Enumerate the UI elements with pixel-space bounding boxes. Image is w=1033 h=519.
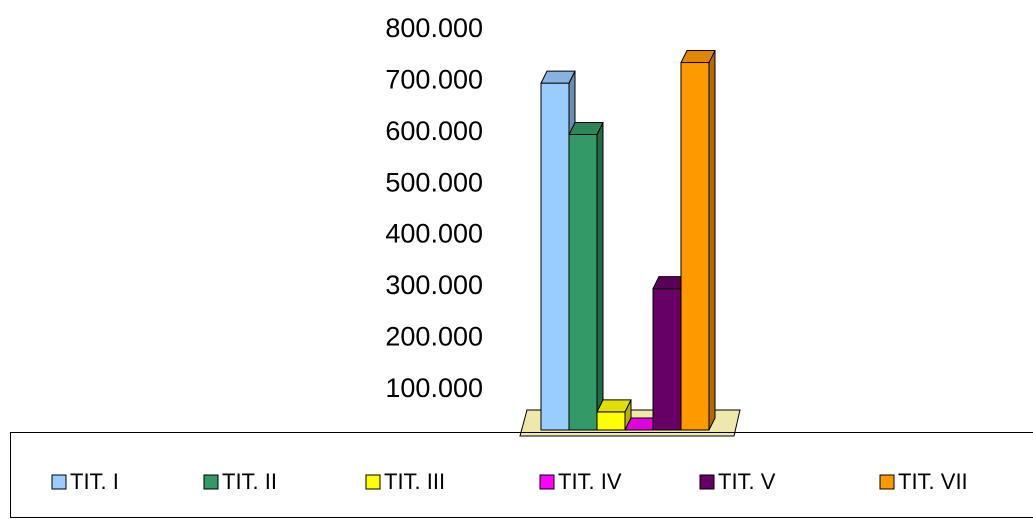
bar-top [596, 399, 632, 413]
y-tick-label: 400.000 [385, 219, 483, 249]
legend-label: TIT. II [222, 469, 277, 494]
bar [680, 62, 710, 431]
y-tick-label: 600.000 [385, 116, 483, 146]
bar-side-shade [597, 122, 603, 430]
legend-swatch [699, 474, 715, 490]
bar-top-shade [569, 122, 603, 135]
bar-top-shade [653, 276, 687, 289]
y-tick-label: 500.000 [385, 167, 483, 197]
bar [596, 411, 626, 431]
bar [540, 82, 570, 431]
bar-side-shade [709, 50, 715, 431]
legend-swatch [879, 474, 895, 490]
bar [568, 133, 598, 431]
bar-top [540, 70, 576, 84]
legend-swatch [365, 474, 381, 490]
bar-top [680, 50, 716, 64]
bar-top-shade [597, 399, 631, 412]
bar-side-shade [625, 399, 631, 430]
y-tick-label: 200.000 [385, 321, 483, 351]
legend-label: TIT. VII [898, 469, 968, 494]
legend-label: TIT. III [384, 469, 445, 494]
y-tick-label: 800.000 [385, 13, 483, 43]
bar-top-shade [541, 71, 575, 84]
legend-label: TIT. I [70, 469, 119, 494]
bar-top-shade [681, 50, 715, 63]
legend-label: TIT. IV [558, 469, 622, 494]
y-tick-label: 100.000 [385, 373, 483, 403]
legend-swatch [51, 474, 67, 490]
legend-swatch [203, 474, 219, 490]
bar-top-shade [625, 418, 659, 430]
bar-top [568, 121, 604, 135]
legend-swatch [539, 474, 555, 490]
bar [652, 288, 682, 431]
y-tick-label: 300.000 [385, 270, 483, 300]
legend-box [10, 432, 1033, 518]
y-tick-label: 700.000 [385, 65, 483, 95]
legend-label: TIT. V [718, 469, 776, 494]
